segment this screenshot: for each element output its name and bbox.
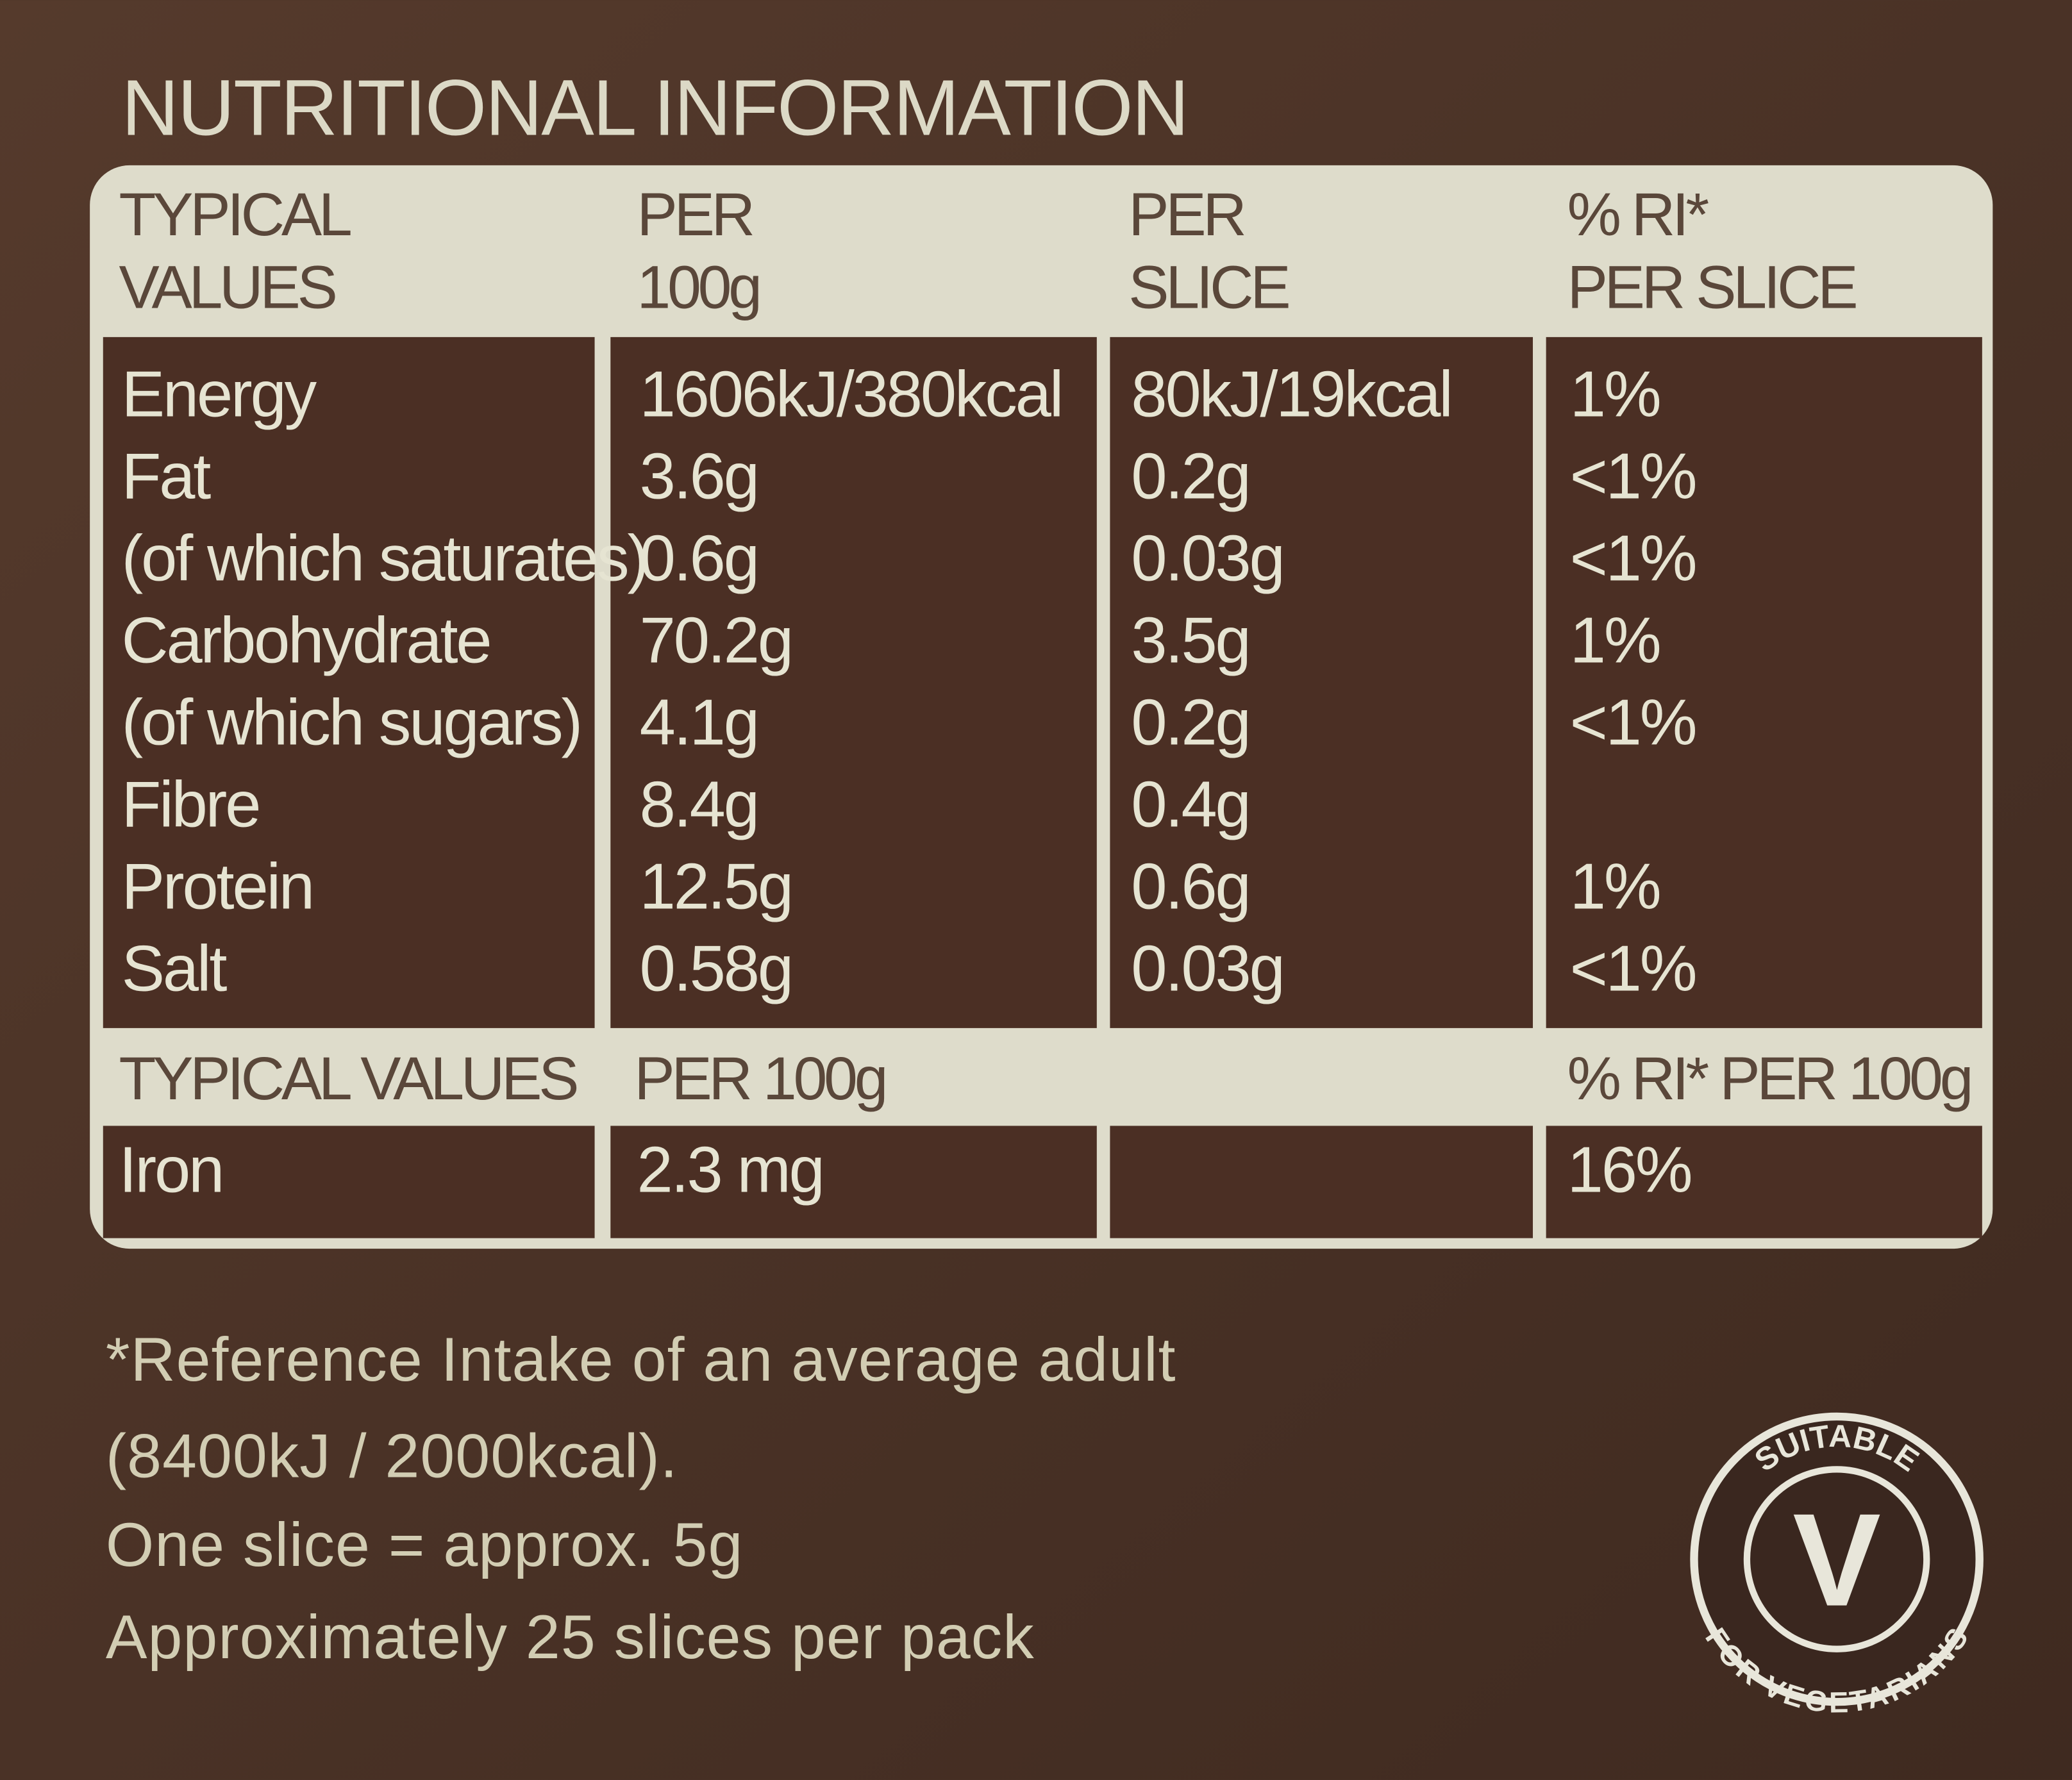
cell-block bbox=[610, 1126, 1097, 1238]
header-cell: PER SLICE bbox=[1567, 254, 1857, 322]
table-cell: 80kJ/19kcal bbox=[1131, 359, 1451, 431]
table-cell: 3.6g bbox=[640, 441, 758, 513]
table-cell: 0.03g bbox=[1131, 933, 1283, 1005]
table-cell: 4.1g bbox=[640, 687, 758, 759]
table-cell: 0.4g bbox=[1131, 769, 1249, 841]
cell-block bbox=[1546, 1126, 1982, 1238]
table-cell: 1% bbox=[1570, 851, 1660, 923]
title: NUTRITIONAL INFORMATION bbox=[122, 64, 1188, 153]
table-cell: 0.2g bbox=[1131, 687, 1249, 759]
table-cell: Salt bbox=[122, 933, 228, 1005]
table-cell: 0.58g bbox=[640, 933, 792, 1005]
table-cell: 1% bbox=[1570, 359, 1660, 431]
table-cell: Fat bbox=[122, 441, 212, 513]
header-cell: % RI* bbox=[1567, 181, 1709, 249]
cell-block bbox=[103, 1126, 595, 1238]
table-cell: <1% bbox=[1570, 933, 1696, 1005]
table-cell: 12.5g bbox=[640, 851, 792, 923]
badge-symbol: V bbox=[1792, 1486, 1880, 1634]
table-cell: 70.2g bbox=[640, 605, 792, 677]
header-cell: PER bbox=[637, 181, 753, 249]
table-cell: Carbohydrate bbox=[122, 605, 490, 677]
badge-inner bbox=[1743, 1466, 1930, 1652]
header-cell: TYPICAL VALUES bbox=[119, 1045, 577, 1113]
cell-block bbox=[103, 337, 595, 1028]
table-cell: 16% bbox=[1567, 1134, 1691, 1206]
footnote: *Reference Intake of an average adult bbox=[106, 1324, 1176, 1394]
header-cell: SLICE bbox=[1128, 254, 1289, 322]
table-cell: 0.2g bbox=[1131, 441, 1249, 513]
table-cell: (of which saturates) bbox=[122, 523, 647, 595]
cell-block bbox=[610, 337, 1097, 1028]
table-cell: <1% bbox=[1570, 687, 1696, 759]
table-cell: Protein bbox=[122, 851, 313, 923]
table-cell: 0.6g bbox=[640, 523, 758, 595]
footnote: (8400kJ / 2000kcal). bbox=[106, 1421, 678, 1491]
cell-block bbox=[1546, 337, 1982, 1028]
table-cell: 0.03g bbox=[1131, 523, 1283, 595]
header-cell: 100g bbox=[637, 254, 759, 322]
header-cell: % RI* PER 100g bbox=[1567, 1045, 1971, 1113]
table-cell: Fibre bbox=[122, 769, 260, 841]
header-cell: PER 100g bbox=[634, 1045, 885, 1113]
cell-block bbox=[1110, 337, 1533, 1028]
table-cell: 8.4g bbox=[640, 769, 758, 841]
table-cell: 3.5g bbox=[1131, 605, 1249, 677]
footnote: One slice = approx. 5g bbox=[106, 1510, 744, 1579]
footnote: Approximately 25 slices per pack bbox=[106, 1602, 1035, 1672]
table-cell: 1606kJ/380kcal bbox=[640, 359, 1062, 431]
cell-block bbox=[1110, 1126, 1533, 1238]
footnotes: *Reference Intake of an average adult (84… bbox=[106, 1324, 1176, 1672]
badge-ring bbox=[1690, 1412, 1984, 1706]
table-cell: 2.3 mg bbox=[637, 1134, 823, 1206]
table-cell: <1% bbox=[1570, 523, 1696, 595]
table-cell: 1% bbox=[1570, 605, 1660, 677]
table-cell: Iron bbox=[119, 1134, 223, 1206]
header-cell: TYPICAL bbox=[119, 181, 351, 249]
table-cell: 0.6g bbox=[1131, 851, 1249, 923]
table-cell: (of which sugars) bbox=[122, 687, 581, 759]
header-cell: VALUES bbox=[119, 254, 335, 322]
header-cell: PER bbox=[1128, 181, 1244, 249]
table-cell: Energy bbox=[122, 359, 317, 431]
vegetarian-badge: SUITABLE FOR VEGETARIANS V bbox=[1690, 1412, 1984, 1719]
table-cell: <1% bbox=[1570, 441, 1696, 513]
